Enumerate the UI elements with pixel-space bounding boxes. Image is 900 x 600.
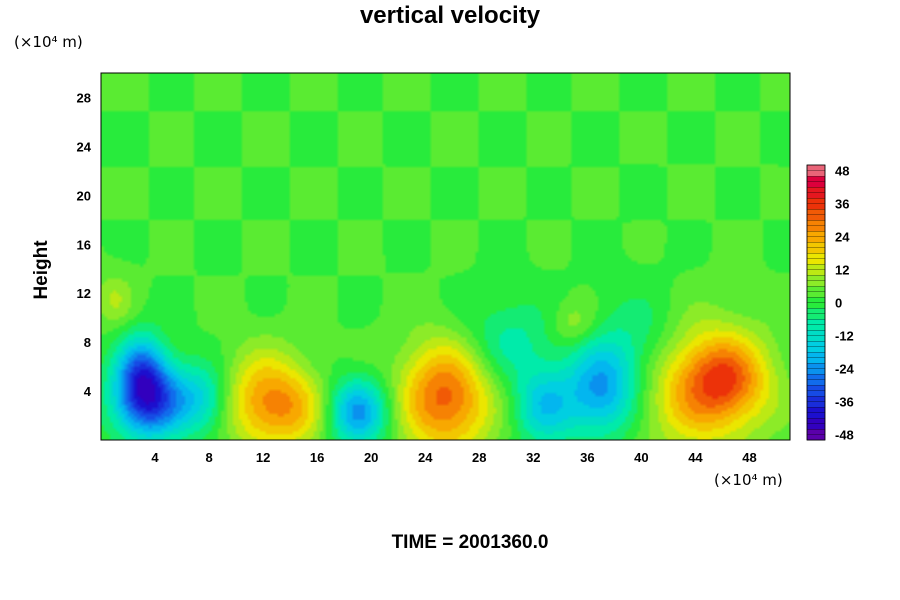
x-axis-unit: (×10⁴ m) — [714, 471, 783, 489]
time-label: TIME = 2001360.0 — [391, 532, 549, 553]
chart-title: vertical velocity — [359, 2, 541, 29]
colorbar-swatch — [806, 379, 826, 386]
x-tick-label: 44 — [688, 450, 703, 465]
colorbar-swatch — [806, 247, 826, 254]
colorbar-swatch — [806, 384, 826, 391]
colorbar-swatch — [806, 318, 826, 325]
colorbar-swatch — [806, 357, 826, 364]
colorbar-swatch — [806, 324, 826, 331]
y-tick-label: 16 — [77, 237, 91, 252]
colorbar-swatch — [806, 225, 826, 232]
x-tick-label: 40 — [634, 450, 648, 465]
x-tick-label: 32 — [526, 450, 540, 465]
colorbar-swatch — [806, 241, 826, 248]
colorbar-swatch — [806, 181, 826, 188]
colorbar-swatch — [806, 197, 826, 204]
colorbar-frame — [806, 164, 826, 441]
colorbar-tick-label: -48 — [835, 428, 854, 443]
y-tick-label: 28 — [77, 90, 91, 105]
y-tick-label: 4 — [84, 384, 92, 399]
colorbar: 48 36 24 12 0 -12 -24 -36 -48 — [806, 164, 855, 443]
colorbar-swatch — [806, 263, 826, 270]
colorbar-tick-label: -24 — [835, 362, 855, 377]
colorbar-swatch — [806, 291, 826, 298]
contour-field — [101, 73, 790, 440]
colorbar-swatch — [806, 423, 826, 430]
x-tick-label: 24 — [418, 450, 433, 465]
colorbar-swatch — [806, 329, 826, 336]
colorbar-swatch — [806, 219, 826, 226]
colorbar-tick-label: 48 — [835, 164, 849, 179]
plot-frame — [100, 72, 791, 441]
colorbar-tick-label: -12 — [835, 329, 854, 344]
colorbar-tick-label: 24 — [835, 230, 850, 245]
colorbar-tick-label: -36 — [835, 395, 854, 410]
colorbar-swatch — [806, 280, 826, 287]
colorbar-swatch — [806, 170, 826, 177]
colorbar-swatch — [806, 307, 826, 314]
colorbar-swatch — [806, 175, 826, 182]
colorbar-swatch — [806, 406, 826, 413]
colorbar-swatch — [806, 373, 826, 380]
x-tick-label: 48 — [742, 450, 756, 465]
colorbar-swatch — [806, 434, 826, 441]
colorbar-swatch — [806, 346, 826, 353]
y-tick-label: 20 — [77, 188, 91, 203]
colorbar-swatch — [806, 269, 826, 276]
colorbar-swatch — [806, 274, 826, 281]
colorbar-swatch — [806, 417, 826, 424]
colorbar-swatch — [806, 401, 826, 408]
colorbar-swatch — [806, 214, 826, 221]
colorbar-swatch — [806, 428, 826, 435]
colorbar-swatch — [806, 186, 826, 193]
x-tick-label: 4 — [151, 450, 159, 465]
colorbar-swatch — [806, 164, 826, 171]
colorbar-tick-label: 36 — [835, 197, 849, 212]
x-tick-label: 28 — [472, 450, 486, 465]
y-axis-unit: (×10⁴ m) — [14, 33, 83, 51]
y-tick-label: 24 — [77, 139, 92, 154]
colorbar-swatch — [806, 302, 826, 309]
colorbar-swatch — [806, 258, 826, 265]
colorbar-tick-label: 12 — [835, 263, 849, 278]
colorbar-swatch — [806, 335, 826, 342]
colorbar-swatch — [806, 412, 826, 419]
colorbar-swatch — [806, 313, 826, 320]
x-tick-label: 20 — [364, 450, 378, 465]
x-tick-label: 16 — [310, 450, 324, 465]
colorbar-swatch — [806, 368, 826, 375]
colorbar-swatch — [806, 285, 826, 292]
y-tick-label: 12 — [77, 286, 91, 301]
colorbar-swatch — [806, 362, 826, 369]
y-tick-label: 8 — [84, 335, 91, 350]
x-tick-label: 12 — [256, 450, 270, 465]
x-tick-labels: 4 8 12 16 20 24 28 32 36 40 44 48 — [151, 450, 756, 465]
x-tick-label: 36 — [580, 450, 594, 465]
colorbar-swatch — [806, 208, 826, 215]
colorbar-swatch — [806, 351, 826, 358]
colorbar-swatch — [806, 340, 826, 347]
colorbar-swatch — [806, 296, 826, 303]
x-tick-label: 8 — [205, 450, 212, 465]
colorbar-swatch — [806, 390, 826, 397]
colorbar-swatch — [806, 236, 826, 243]
colorbar-swatch — [806, 252, 826, 259]
colorbar-tick-label: 0 — [835, 296, 842, 311]
colorbar-swatch — [806, 203, 826, 210]
y-tick-labels: 4 8 12 16 20 24 28 — [77, 90, 92, 399]
colorbar-swatch — [806, 230, 826, 237]
colorbar-swatch — [806, 192, 826, 199]
colorbar-swatch — [806, 395, 826, 402]
